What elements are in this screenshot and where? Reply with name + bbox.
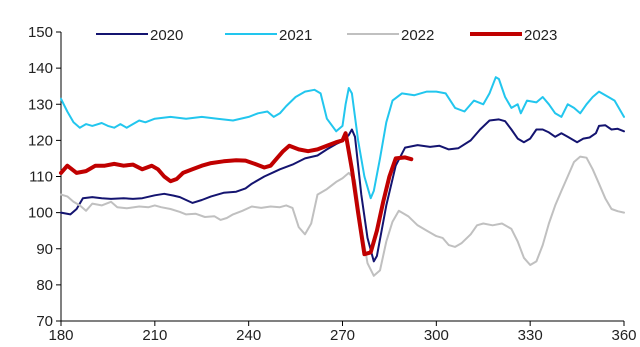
series-lines <box>59 76 625 277</box>
y-tick-label: 80 <box>36 277 53 294</box>
y-tick-label: 90 <box>36 241 53 258</box>
y-tick-label: 150 <box>28 24 53 41</box>
y-tick-label: 140 <box>28 60 53 77</box>
y-tick-label: 110 <box>29 169 53 186</box>
x-tick-label: 180 <box>48 327 73 344</box>
x-axis-ticks: 180 210 240 270 300 330 360 <box>48 321 637 344</box>
series-line-2023 <box>59 131 414 257</box>
y-tick-label: 130 <box>28 96 53 113</box>
x-tick-label: 270 <box>330 327 355 344</box>
x-tick-label: 360 <box>611 327 636 344</box>
series-line-2022 <box>60 155 625 277</box>
legend-label-2023: 2023 <box>524 27 557 44</box>
y-tick-label: 70 <box>36 313 53 330</box>
series-line-2021 <box>60 76 625 200</box>
axes <box>60 32 624 322</box>
x-tick-label: 330 <box>518 327 543 344</box>
x-tick-label: 300 <box>424 327 449 344</box>
y-tick-label: 120 <box>28 132 53 149</box>
legend: 2020 2021 2022 2023 <box>96 27 557 44</box>
y-axis-ticks: 70 80 90 100 110 120 130 140 150 <box>28 24 61 330</box>
x-tick-label: 240 <box>236 327 261 344</box>
legend-label-2020: 2020 <box>150 27 183 44</box>
series-line-2020 <box>60 118 625 263</box>
x-tick-label: 210 <box>142 327 167 344</box>
legend-label-2022: 2022 <box>401 27 434 44</box>
y-tick-label: 100 <box>28 205 53 222</box>
legend-label-2021: 2021 <box>279 27 312 44</box>
